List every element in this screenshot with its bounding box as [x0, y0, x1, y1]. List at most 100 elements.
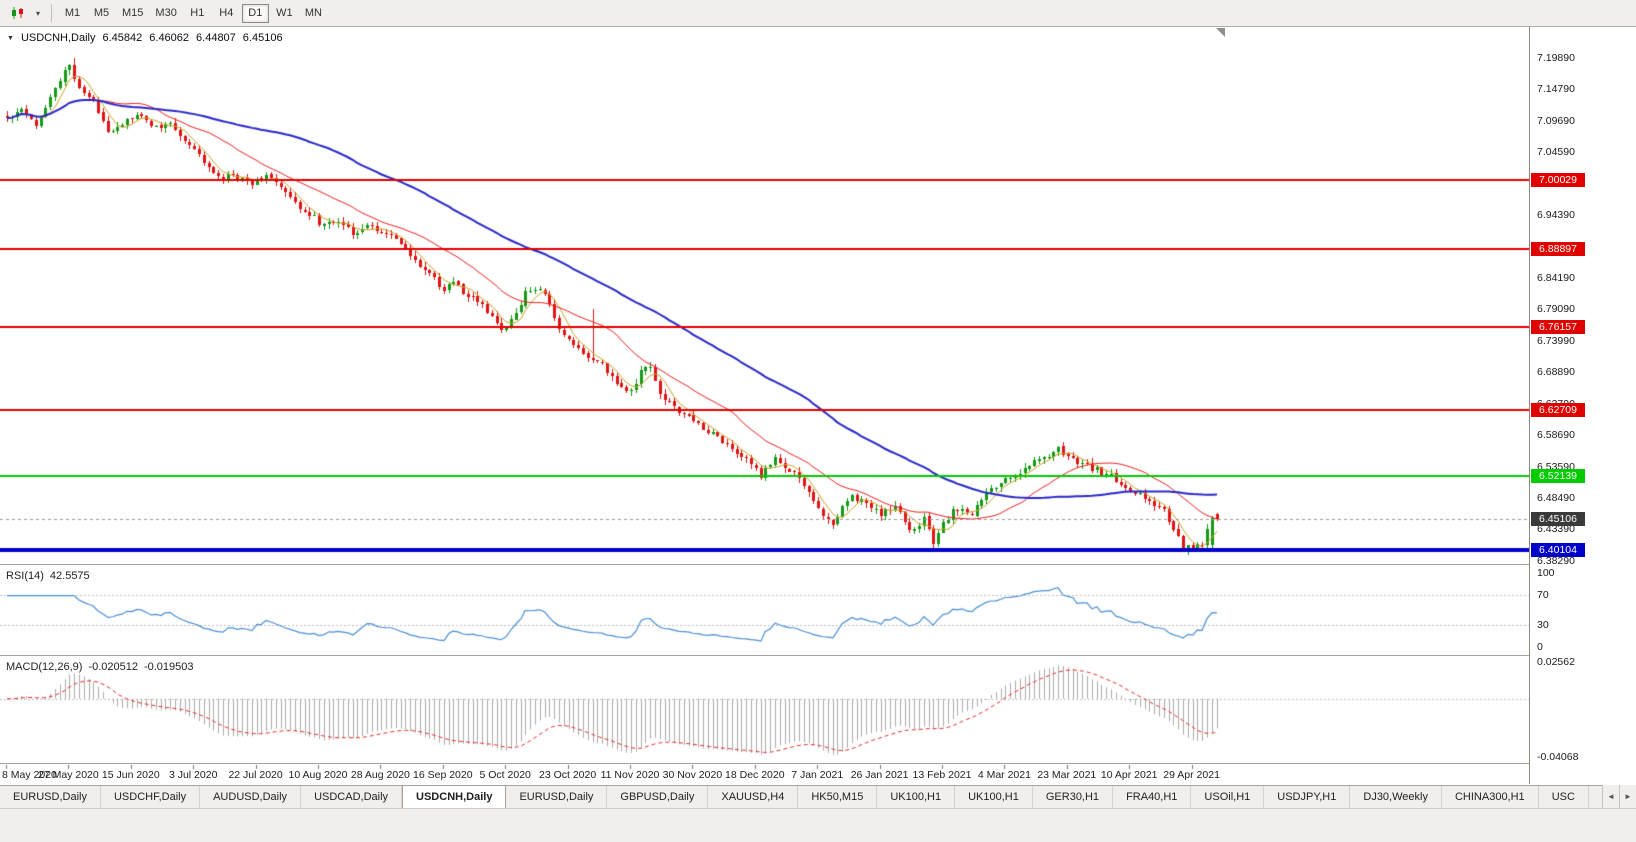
close-value: 6.45106	[242, 32, 283, 44]
macd-axis-label: -0.04068	[1537, 751, 1579, 763]
pane-splitter[interactable]	[0, 564, 1636, 565]
symbol-timeframe-label: USDCNH,Daily	[20, 32, 96, 44]
price-axis-label: 6.73990	[1537, 334, 1575, 347]
toolbar-separator	[51, 4, 53, 22]
collapse-chart-icon[interactable]: ▼	[7, 34, 14, 42]
chart-tab[interactable]: GER30,H1	[1033, 786, 1114, 808]
chart-title: ▼ USDCNH,Daily 6.45842 6.46062 6.44807 6…	[7, 32, 283, 44]
chart-tab[interactable]: FRA40,H1	[1113, 786, 1192, 808]
chart-tab[interactable]: GBPUSD,Daily	[607, 786, 709, 808]
price-axis-label: 6.43390	[1537, 523, 1575, 536]
timeframe-button[interactable]: M1	[59, 4, 86, 23]
timeframe-button[interactable]: M30	[150, 4, 181, 23]
rsi-axis-label: 100	[1537, 567, 1555, 579]
chart-tab[interactable]: EURUSD,Daily	[0, 786, 101, 808]
chart-tab[interactable]: USOil,H1	[1191, 786, 1265, 808]
date-axis-label: 26 Jan 2021	[850, 769, 909, 781]
price-axis-label: 7.14790	[1537, 83, 1575, 96]
macd-signal-value: -0.019503	[143, 661, 194, 673]
macd-axis-label: 0.02562	[1537, 656, 1575, 668]
date-axis-label: 16 Sep 2020	[413, 769, 473, 781]
timeframe-button[interactable]: M15	[117, 4, 148, 23]
rsi-axis-label: 30	[1537, 618, 1549, 631]
tab-scroll-buttons: ◄ ►	[1602, 785, 1636, 808]
chart-tab[interactable]: CHINA300,H1	[1442, 786, 1539, 808]
caret-down-icon: ▾	[36, 8, 41, 18]
chart-tab[interactable]: AUDUSD,Daily	[200, 786, 302, 808]
timeframe-button[interactable]: M5	[88, 4, 115, 23]
date-axis-label: 23 Oct 2020	[538, 769, 597, 781]
chart-tab[interactable]: UK100,H1	[877, 786, 956, 808]
chart-tab[interactable]: XAUUSD,H4	[708, 786, 799, 808]
price-axis-label: 6.84190	[1537, 271, 1575, 284]
price-chart-canvas[interactable]	[0, 27, 1529, 784]
pane-splitter[interactable]	[0, 655, 1636, 656]
rsi-value: 42.5575	[49, 570, 90, 582]
rsi-axis-label: 70	[1537, 589, 1549, 602]
timeframe-button[interactable]: W1	[271, 4, 298, 23]
timeframe-button[interactable]: H1	[184, 4, 211, 23]
price-axis-label: 6.94390	[1537, 209, 1575, 222]
date-axis-label: 15 Jun 2020	[101, 769, 160, 781]
chart-tab[interactable]: USDCHF,Daily	[101, 786, 201, 808]
price-level-badge: 6.40104	[1531, 542, 1585, 557]
tab-scroll-right-icon[interactable]: ►	[1619, 785, 1636, 808]
price-level-badge: 6.88897	[1531, 241, 1585, 256]
price-axis-label: 7.19890	[1537, 51, 1575, 64]
macd-params: (12,26,9)	[38, 661, 83, 673]
timeframe-toolbar: M1 M5 M15 M30 H1 H4 D1 W1 MN	[58, 0, 328, 26]
timeframe-button[interactable]: H4	[213, 4, 240, 23]
date-axis-label: 11 Nov 2020	[600, 769, 660, 781]
timeframe-button[interactable]: D1	[241, 3, 269, 23]
date-axis-label: 10 Aug 2020	[288, 769, 348, 781]
chart-tab[interactable]: USDJPY,H1	[1264, 786, 1351, 808]
date-axis-label: 30 Nov 2020	[662, 769, 723, 781]
candlestick-chart-icon	[12, 7, 23, 19]
tab-scroll-left-icon[interactable]: ◄	[1602, 785, 1619, 808]
price-axis-label: 6.68890	[1537, 366, 1575, 379]
current-price-badge: 6.45106	[1531, 511, 1585, 526]
price-axis-label: 7.04590	[1537, 146, 1575, 159]
pane-splitter	[0, 763, 1636, 764]
macd-indicator-label: MACD(12,26,9) -0.020512 -0.019503	[6, 661, 194, 673]
chart-tab[interactable]: HK50,M15	[798, 786, 878, 808]
chart-type-button[interactable]	[6, 3, 30, 23]
chart-tab[interactable]: USDCAD,Daily	[301, 786, 403, 808]
price-level-badge: 6.52139	[1531, 468, 1585, 483]
price-axis-label: 7.09690	[1537, 114, 1575, 127]
timeframe-button[interactable]: MN	[300, 4, 327, 23]
date-axis-label: 29 Apr 2021	[1163, 769, 1220, 781]
macd-name: MACD	[6, 661, 39, 673]
price-axis-label: 6.79090	[1537, 303, 1575, 316]
toolbar: ▾ M1 M5 M15 M30 H1 H4 D1 W1 MN	[0, 0, 1636, 27]
price-level-badge: 7.00029	[1531, 173, 1585, 188]
chart-tab[interactable]: DJ30,Weekly	[1350, 786, 1442, 808]
rsi-params: (14)	[24, 570, 44, 582]
chart-shift-marker-icon	[1216, 28, 1225, 37]
macd-main-value: -0.020512	[88, 661, 138, 673]
chart-tab[interactable]: USDCNH,Daily	[402, 786, 507, 808]
date-axis-label: 5 Oct 2020	[479, 769, 531, 781]
chart-type-dropdown[interactable]: ▾	[32, 3, 44, 23]
low-value: 6.44807	[196, 32, 236, 44]
date-axis-label: 22 Jul 2020	[228, 769, 283, 781]
status-strip	[0, 808, 1636, 842]
date-axis-label: 4 Mar 2021	[977, 769, 1031, 781]
date-axis: 8 May 2020 27 May 2020 15 Jun 2020 3 Jul 20…	[0, 765, 1529, 785]
date-axis-label: 3 Jul 2020	[168, 769, 218, 781]
rsi-indicator-label: RSI(14) 42.5575	[6, 570, 90, 582]
date-axis-label: 10 Apr 2021	[1100, 769, 1158, 781]
chart-tab-bar: EURUSD,Daily USDCHF,Daily AUDUSD,Daily USDC…	[0, 785, 1636, 808]
price-axis-label: 6.38290	[1537, 554, 1575, 567]
chart-tab[interactable]: USC	[1539, 786, 1589, 808]
chart-tab[interactable]: EURUSD,Daily	[506, 786, 608, 808]
rsi-name: RSI	[6, 570, 25, 582]
price-axis: 7.198907.147907.096907.045906.994906.943…	[1529, 27, 1636, 784]
rsi-axis-label: 0	[1537, 641, 1543, 653]
date-axis-label: 13 Feb 2021	[912, 769, 972, 781]
date-axis-label: 28 Aug 2020	[350, 769, 410, 781]
chart-tab[interactable]: UK100,H1	[955, 786, 1033, 808]
high-value: 6.46062	[149, 32, 190, 44]
date-axis-label: 7 Jan 2021	[791, 769, 844, 781]
